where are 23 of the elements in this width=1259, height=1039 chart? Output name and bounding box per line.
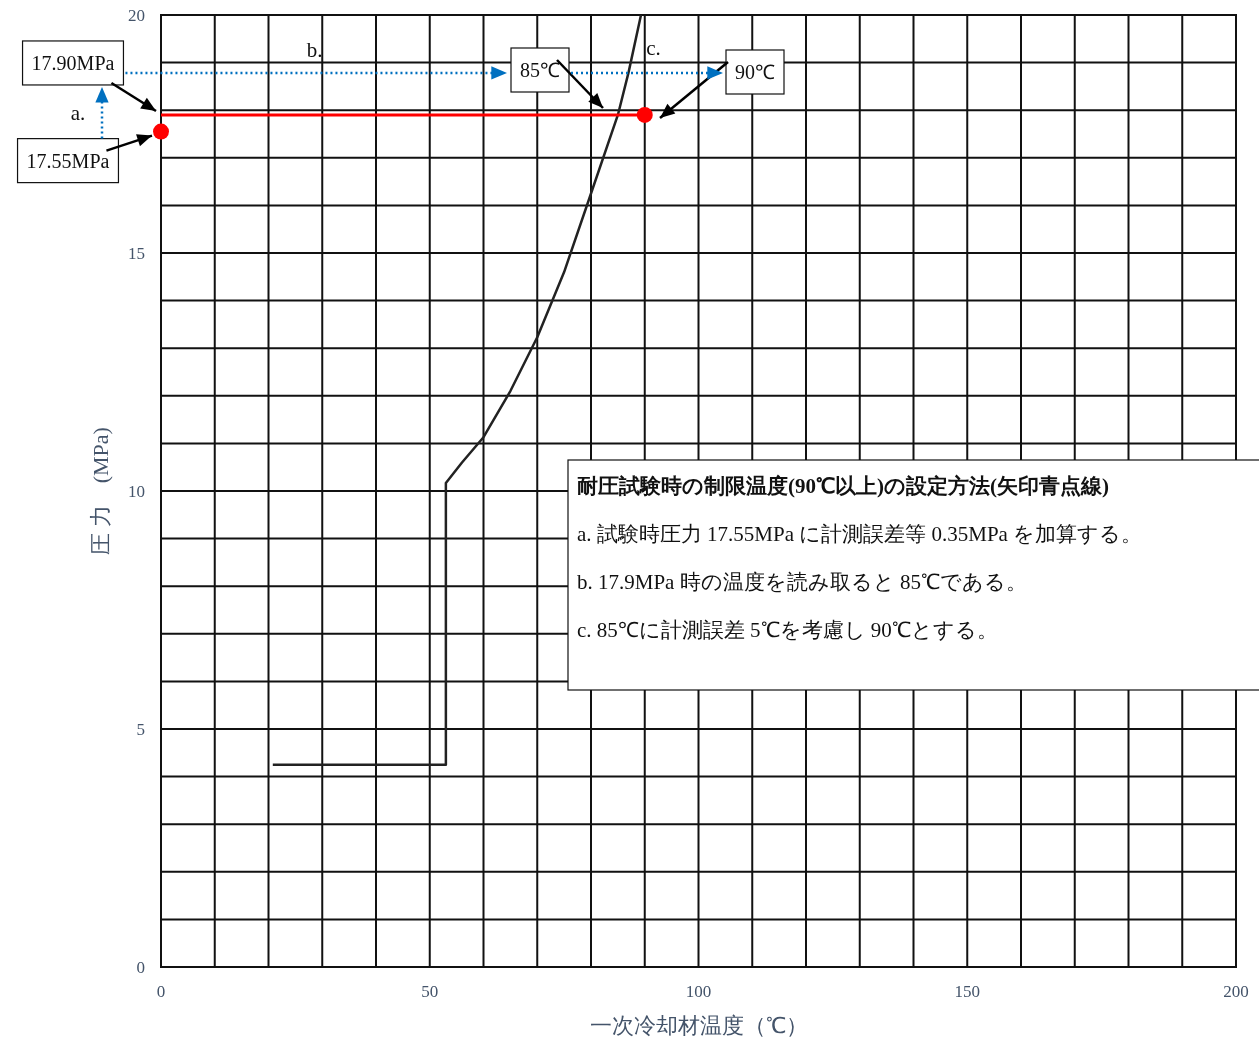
annotation: 17.55MPa bbox=[26, 149, 110, 172]
annotation: 85℃ bbox=[520, 59, 560, 81]
y-tick-label: 20 bbox=[128, 6, 145, 25]
x-tick-label: 150 bbox=[954, 982, 980, 1001]
x-tick-label: 0 bbox=[156, 982, 166, 1001]
text: a. bbox=[70, 100, 86, 125]
x-axis-title: 一次冷却材温度（℃） bbox=[589, 1013, 808, 1038]
annotation: c. 85℃に計測誤差 5℃を考慮し 90℃とする。 bbox=[577, 618, 998, 642]
annotation: 17.90MPa bbox=[31, 51, 115, 74]
y-tick-label: 0 bbox=[136, 958, 145, 977]
y-tick-label: 15 bbox=[128, 244, 145, 263]
annotation: b. 17.9MPa 時の温度を読み取ると 85℃である。 bbox=[577, 570, 1027, 594]
x-tick-label: 200 bbox=[1223, 982, 1249, 1001]
y-axis-title: 圧 力 (MPa) bbox=[88, 427, 113, 555]
annotation: 90℃ bbox=[735, 61, 775, 83]
annotation: 耐圧試験時の制限温度(90℃以上)の設定方法(矢印青点線) bbox=[577, 474, 1109, 498]
annotation: c. bbox=[646, 35, 661, 60]
y-tick-label: 5 bbox=[136, 720, 145, 739]
y-tick-label: 10 bbox=[128, 482, 145, 501]
x-tick-label: 100 bbox=[685, 982, 712, 1001]
annotation: b. bbox=[306, 37, 323, 62]
x-tick-label: 50 bbox=[421, 982, 439, 1001]
annotation: a. 試験時圧力 17.55MPa に計測誤差等 0.35MPa を加算する。 bbox=[577, 522, 1143, 546]
